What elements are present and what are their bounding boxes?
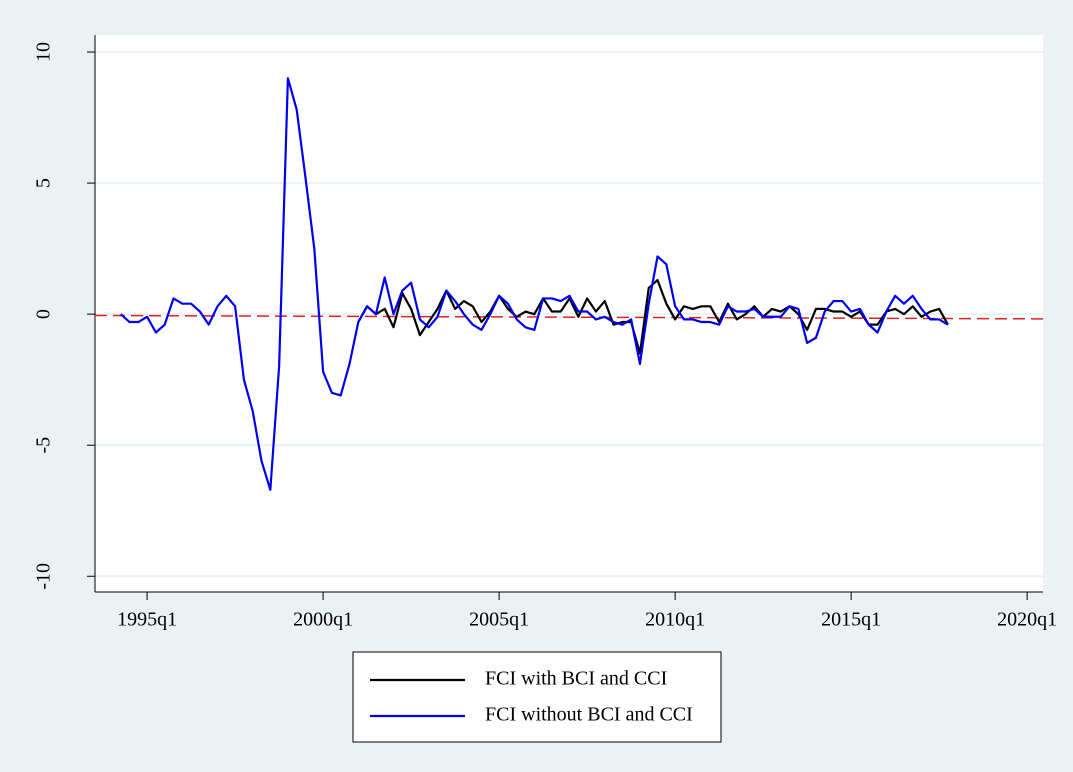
legend-label: FCI with BCI and CCI xyxy=(485,668,667,690)
y-tick-label: 5 xyxy=(33,178,55,188)
legend xyxy=(352,651,722,743)
series-line xyxy=(119,77,949,491)
y-tick-label: -10 xyxy=(33,563,55,590)
x-tick-label: 2005q1 xyxy=(469,609,529,631)
y-tick-label: 10 xyxy=(33,42,55,62)
x-tick-label: 2015q1 xyxy=(821,609,881,631)
y-tick-label: 0 xyxy=(33,309,55,319)
legend-label: FCI without BCI and CCI xyxy=(485,704,693,726)
x-tick-label: 1995q1 xyxy=(117,609,177,631)
x-tick-label: 2020q1 xyxy=(997,609,1057,631)
reference-line xyxy=(94,314,1044,320)
x-tick-label: 2000q1 xyxy=(293,609,353,631)
x-tick-label: 2010q1 xyxy=(645,609,705,631)
y-tick-label: -5 xyxy=(33,437,55,454)
